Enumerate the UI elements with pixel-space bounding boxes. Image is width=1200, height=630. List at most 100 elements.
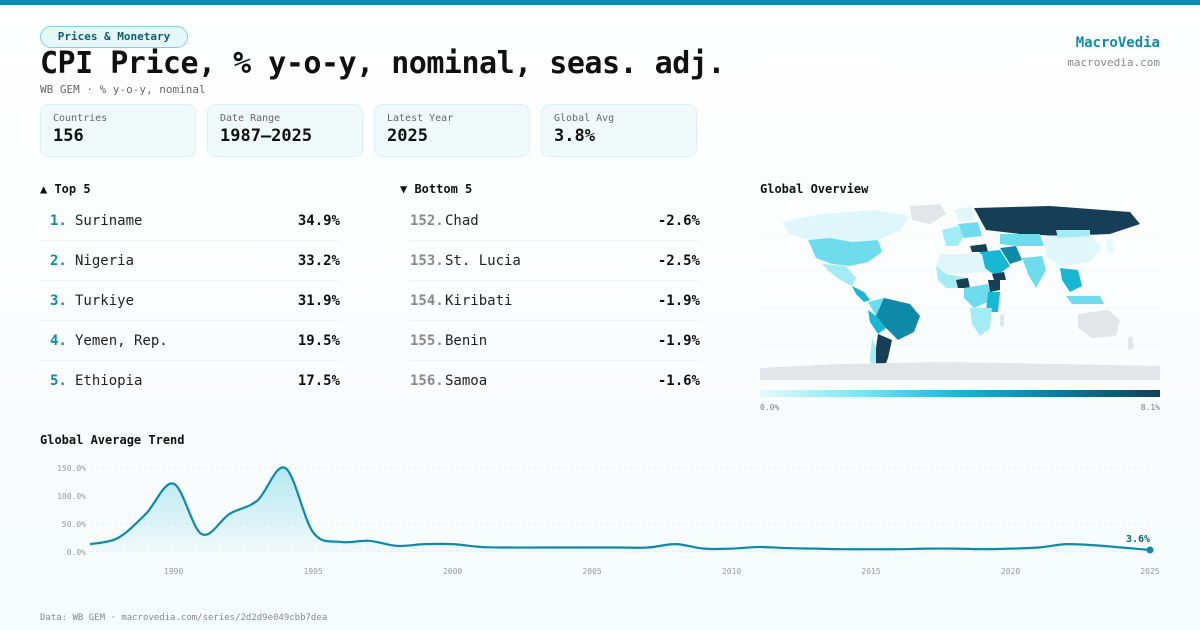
trend-title: Global Average Trend — [40, 433, 185, 447]
data-point-2014[interactable] — [839, 545, 847, 553]
data-point-1992[interactable] — [225, 510, 233, 518]
list-item[interactable]: 153. St. Lucia -2.5% — [410, 241, 700, 281]
data-point-2020[interactable] — [1007, 545, 1015, 553]
rank-number: 156. — [410, 373, 444, 389]
region-central-africa[interactable] — [964, 284, 992, 308]
bottom5-title: ▼ Bottom 5 — [400, 182, 473, 196]
region-central-asia[interactable] — [1000, 234, 1044, 246]
data-point-2006[interactable] — [616, 544, 624, 552]
region-north-africa[interactable] — [936, 254, 986, 274]
data-point-1993[interactable] — [253, 496, 261, 504]
data-point-1997[interactable] — [365, 537, 373, 545]
region-nigeria[interactable] — [956, 278, 970, 288]
region-madagascar[interactable] — [1000, 314, 1004, 326]
region-new-zealand[interactable] — [1128, 336, 1134, 350]
data-point-2018[interactable] — [951, 545, 959, 553]
top5-title: ▲ Top 5 — [40, 182, 91, 196]
region-central-america[interactable] — [852, 286, 870, 302]
rank-number: 4. — [50, 332, 67, 349]
data-point-2008[interactable] — [672, 540, 680, 548]
data-point-2013[interactable] — [811, 545, 819, 553]
data-point-2001[interactable] — [477, 543, 485, 551]
region-scandinavia[interactable] — [954, 206, 974, 222]
region-mexico[interactable] — [822, 264, 856, 286]
region-india[interactable] — [1022, 256, 1046, 288]
brand-name[interactable]: MacroVedia — [1075, 35, 1160, 51]
data-point-2003[interactable] — [532, 544, 540, 552]
category-badge[interactable]: Prices & Monetary — [40, 26, 188, 48]
data-point-2000[interactable] — [449, 540, 457, 548]
list-item[interactable]: 4. Yemen, Rep. 19.5% — [40, 321, 340, 361]
list-item[interactable]: 2. Nigeria 33.2% — [40, 241, 340, 281]
region-ethiopia[interactable] — [988, 280, 1000, 292]
list-item[interactable]: 154. Kiribati -1.9% — [410, 281, 700, 321]
region-eastern-europe[interactable] — [958, 222, 982, 238]
region-southern-africa[interactable] — [970, 308, 992, 336]
list-item[interactable]: 1. Suriname 34.9% — [40, 201, 340, 241]
region-antarctica[interactable] — [760, 362, 1160, 380]
region-canada[interactable] — [782, 210, 910, 242]
region-middle-east[interactable] — [980, 250, 1010, 276]
x-tick-label: 2000 — [443, 567, 462, 576]
data-point-2019[interactable] — [979, 545, 987, 553]
list-item[interactable]: 3. Turkiye 31.9% — [40, 281, 340, 321]
data-point-1998[interactable] — [393, 542, 401, 550]
region-yemen[interactable] — [992, 272, 1006, 280]
data-point-1990[interactable] — [170, 480, 178, 488]
brand-url[interactable]: macrovedia.com — [1067, 56, 1160, 69]
trend-series-line[interactable] — [89, 466, 1151, 552]
data-point-2012[interactable] — [783, 544, 791, 552]
region-western-europe[interactable] — [942, 226, 964, 246]
list-item[interactable]: 155. Benin -1.9% — [410, 321, 700, 361]
region-russia[interactable] — [974, 206, 1140, 236]
region-australia[interactable] — [1078, 310, 1120, 338]
data-point-1987[interactable] — [86, 540, 94, 548]
data-point-1989[interactable] — [142, 510, 150, 518]
data-point-2022[interactable] — [1062, 540, 1070, 548]
region-east-africa[interactable] — [986, 292, 1000, 312]
data-point-1996[interactable] — [337, 538, 345, 546]
data-point-1991[interactable] — [198, 530, 206, 538]
trend-chart[interactable]: 0.0% 50.0% 100.0% 150.0% 1990 1995 2000 2005 20… — [40, 456, 1170, 582]
region-peru[interactable] — [868, 310, 886, 334]
region-brazil[interactable] — [876, 298, 920, 340]
data-point-1994[interactable] — [281, 464, 289, 472]
data-point-1999[interactable] — [421, 540, 429, 548]
data-point-2005[interactable] — [588, 544, 596, 552]
region-iran[interactable] — [1000, 246, 1022, 264]
data-point-2023[interactable] — [1090, 541, 1098, 549]
data-point-2017[interactable] — [923, 545, 931, 553]
data-point-2010[interactable] — [728, 545, 736, 553]
list-item[interactable]: 156. Samoa -1.6% — [410, 361, 700, 401]
data-point-2007[interactable] — [644, 544, 652, 552]
footer-source[interactable]: Data: WB GEM · macrovedia.com/series/2d2… — [40, 613, 328, 623]
region-southeast-asia[interactable] — [1060, 268, 1082, 292]
region-mongolia[interactable] — [1056, 230, 1090, 238]
world-choropleth-map[interactable] — [760, 200, 1160, 385]
data-point-2024[interactable] — [1118, 544, 1126, 552]
data-point-2004[interactable] — [560, 544, 568, 552]
data-point-2009[interactable] — [700, 545, 708, 553]
region-usa[interactable] — [808, 238, 882, 266]
region-greenland[interactable] — [910, 204, 946, 224]
data-point-2016[interactable] — [895, 545, 903, 553]
map-title: Global Overview — [760, 182, 869, 196]
data-point-2015[interactable] — [867, 545, 875, 553]
list-item[interactable]: 152. Chad -2.6% — [410, 201, 700, 241]
region-indonesia[interactable] — [1066, 296, 1104, 304]
country-name: St. Lucia — [445, 252, 521, 269]
data-point-2011[interactable] — [755, 543, 763, 551]
region-japan[interactable] — [1106, 238, 1114, 254]
data-point-1995[interactable] — [309, 528, 317, 536]
trend-end-point[interactable] — [1146, 546, 1154, 554]
country-name: Samoa — [445, 373, 488, 389]
map-legend-gradient — [760, 390, 1160, 397]
y-tick-label: 0.0% — [67, 548, 86, 557]
region-turkiye[interactable] — [970, 244, 988, 252]
region-china[interactable] — [1044, 234, 1102, 266]
data-point-1988[interactable] — [114, 534, 122, 542]
list-item[interactable]: 5. Ethiopia 17.5% — [40, 361, 340, 401]
legend-max-label: 8.1% — [1140, 403, 1160, 412]
data-point-2021[interactable] — [1034, 544, 1042, 552]
data-point-2002[interactable] — [504, 544, 512, 552]
